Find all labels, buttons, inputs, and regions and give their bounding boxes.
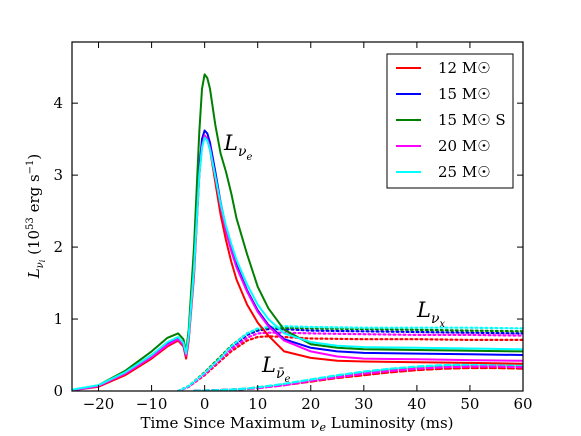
x-tick-label: 0 — [200, 395, 210, 413]
x-tick-label: 50 — [460, 395, 479, 413]
y-tick-label: 0 — [53, 382, 63, 400]
legend-label-15-m: 15 M☉ — [438, 85, 491, 103]
series-line-nu-e-bar-20-m — [192, 365, 523, 391]
annotation-L-nu-e: Lνe — [223, 131, 252, 163]
x-tick-label: 10 — [248, 395, 267, 413]
axis-ticks: −20 −10 0 10 20 30 40 50 60 0 1 2 3 4 — [53, 42, 533, 413]
x-tick-label: −20 — [83, 395, 115, 413]
series-line-nu-e-bar-15-m-s — [192, 364, 523, 391]
annotation-L-nu-x: Lνx — [416, 298, 445, 330]
annotation-L-nu-e-bar: Lν̄e — [261, 353, 290, 385]
x-tick-label: 20 — [301, 395, 320, 413]
x-tick-label: 30 — [354, 395, 373, 413]
y-axis-label: Lνi (1053 erg s−1) — [25, 154, 47, 280]
legend-label-12-m: 12 M☉ — [438, 59, 491, 77]
plot-frame — [71, 41, 524, 392]
y-tick-label: 2 — [53, 238, 63, 256]
series-layer — [72, 73, 523, 391]
legend-label-20-m: 20 M☉ — [438, 137, 491, 155]
series-line-nu-e-15-m-s — [72, 73, 523, 391]
x-axis-label: Time Since Maximum νe Luminosity (ms) — [140, 414, 453, 434]
x-tick-label: 40 — [407, 395, 426, 413]
legend-label-15-m-s: 15 M☉ S — [438, 111, 506, 129]
x-tick-label: 60 — [513, 395, 532, 413]
y-tick-label: 3 — [53, 166, 63, 184]
series-line-nu-e-25-m — [72, 136, 523, 391]
series-line-nu-e-bar-25-m — [192, 363, 523, 391]
x-tick-label: −10 — [136, 395, 168, 413]
legend-label-25-m: 25 M☉ — [438, 163, 491, 181]
series-line-nu-x-25-m — [177, 325, 523, 391]
y-tick-label: 4 — [53, 94, 63, 112]
legend: 12 M☉ 15 M☉ 15 M☉ S 20 M☉ 25 M☉ — [386, 53, 514, 189]
y-tick-label: 1 — [53, 310, 63, 328]
